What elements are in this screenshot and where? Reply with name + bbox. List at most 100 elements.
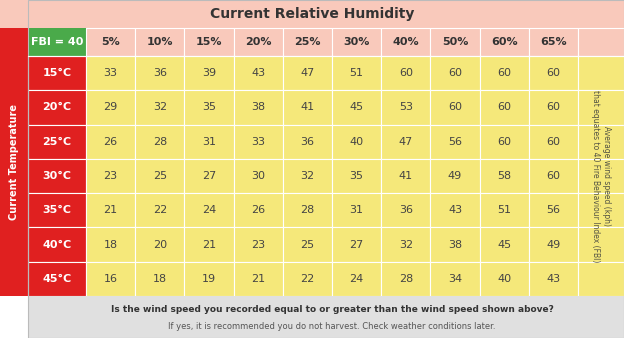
Bar bbox=[431, 28, 480, 56]
Text: 25%: 25% bbox=[294, 37, 321, 47]
Bar bbox=[578, 227, 624, 262]
Bar bbox=[578, 56, 624, 90]
Bar bbox=[332, 28, 381, 56]
Text: 56: 56 bbox=[448, 137, 462, 147]
Bar bbox=[529, 227, 578, 262]
Bar bbox=[431, 90, 480, 125]
Text: 24: 24 bbox=[349, 274, 364, 284]
Text: 56: 56 bbox=[547, 205, 560, 215]
Bar bbox=[233, 56, 283, 90]
Bar bbox=[529, 159, 578, 193]
Text: 25: 25 bbox=[153, 171, 167, 181]
Text: 30: 30 bbox=[251, 171, 265, 181]
Bar bbox=[135, 90, 185, 125]
Bar bbox=[135, 193, 185, 227]
Text: 43: 43 bbox=[448, 205, 462, 215]
Text: 27: 27 bbox=[202, 171, 216, 181]
Bar bbox=[431, 193, 480, 227]
Bar bbox=[332, 159, 381, 193]
Bar bbox=[431, 56, 480, 90]
Bar bbox=[480, 262, 529, 296]
Text: Is the wind speed you recorded equal to or greater than the wind speed shown abo: Is the wind speed you recorded equal to … bbox=[110, 305, 553, 314]
Text: 43: 43 bbox=[251, 68, 265, 78]
Bar bbox=[283, 90, 332, 125]
Bar bbox=[529, 125, 578, 159]
Text: 45: 45 bbox=[497, 240, 511, 249]
Bar bbox=[233, 28, 283, 56]
Text: 5%: 5% bbox=[101, 37, 120, 47]
Text: 21: 21 bbox=[251, 274, 265, 284]
Bar bbox=[332, 90, 381, 125]
Bar bbox=[578, 90, 624, 125]
Bar bbox=[431, 227, 480, 262]
Text: 35: 35 bbox=[349, 171, 364, 181]
Text: 51: 51 bbox=[349, 68, 364, 78]
Text: 47: 47 bbox=[300, 68, 314, 78]
Text: 51: 51 bbox=[497, 205, 511, 215]
Bar bbox=[529, 90, 578, 125]
Bar bbox=[86, 28, 135, 56]
Text: 49: 49 bbox=[448, 171, 462, 181]
Bar bbox=[431, 125, 480, 159]
Bar bbox=[283, 193, 332, 227]
Text: 24: 24 bbox=[202, 205, 216, 215]
Bar bbox=[86, 262, 135, 296]
Text: 60: 60 bbox=[547, 102, 560, 113]
Text: 35°C: 35°C bbox=[42, 205, 72, 215]
Bar bbox=[283, 56, 332, 90]
Bar bbox=[233, 193, 283, 227]
Bar bbox=[332, 227, 381, 262]
Bar bbox=[381, 28, 431, 56]
Bar bbox=[28, 296, 624, 338]
Text: 58: 58 bbox=[497, 171, 511, 181]
Bar bbox=[332, 125, 381, 159]
Text: 22: 22 bbox=[153, 205, 167, 215]
Text: 33: 33 bbox=[104, 68, 117, 78]
Bar bbox=[480, 56, 529, 90]
Bar bbox=[28, 90, 86, 125]
Bar bbox=[480, 28, 529, 56]
Text: 21: 21 bbox=[104, 205, 118, 215]
Bar bbox=[28, 125, 86, 159]
Text: 36: 36 bbox=[153, 68, 167, 78]
Text: 21: 21 bbox=[202, 240, 216, 249]
Text: 43: 43 bbox=[547, 274, 560, 284]
Bar bbox=[86, 90, 135, 125]
Bar bbox=[28, 159, 86, 193]
Text: Current Relative Humidity: Current Relative Humidity bbox=[210, 7, 414, 21]
Bar bbox=[283, 159, 332, 193]
Text: 33: 33 bbox=[251, 137, 265, 147]
Bar bbox=[381, 193, 431, 227]
Bar bbox=[28, 262, 86, 296]
Text: 60: 60 bbox=[399, 68, 413, 78]
Text: 36: 36 bbox=[399, 205, 413, 215]
Text: 45°C: 45°C bbox=[42, 274, 72, 284]
Text: 20%: 20% bbox=[245, 37, 271, 47]
Bar bbox=[135, 227, 185, 262]
Text: 28: 28 bbox=[300, 205, 314, 215]
Text: 15%: 15% bbox=[196, 37, 222, 47]
Text: 20°C: 20°C bbox=[42, 102, 72, 113]
Bar bbox=[381, 159, 431, 193]
Bar bbox=[529, 56, 578, 90]
Bar bbox=[28, 227, 86, 262]
Text: 38: 38 bbox=[251, 102, 265, 113]
Bar bbox=[480, 90, 529, 125]
Text: 20: 20 bbox=[153, 240, 167, 249]
Text: 30°C: 30°C bbox=[42, 171, 72, 181]
Text: 41: 41 bbox=[399, 171, 413, 181]
Text: 36: 36 bbox=[300, 137, 314, 147]
Text: 15°C: 15°C bbox=[42, 68, 72, 78]
Text: 23: 23 bbox=[251, 240, 265, 249]
Bar bbox=[578, 159, 624, 193]
Bar bbox=[283, 227, 332, 262]
Bar bbox=[529, 262, 578, 296]
Text: 60: 60 bbox=[547, 68, 560, 78]
Text: 60: 60 bbox=[547, 171, 560, 181]
Text: 22: 22 bbox=[300, 274, 314, 284]
Bar bbox=[185, 262, 233, 296]
Text: 26: 26 bbox=[251, 205, 265, 215]
Bar bbox=[529, 193, 578, 227]
Text: 40°C: 40°C bbox=[42, 240, 72, 249]
Text: 23: 23 bbox=[104, 171, 118, 181]
